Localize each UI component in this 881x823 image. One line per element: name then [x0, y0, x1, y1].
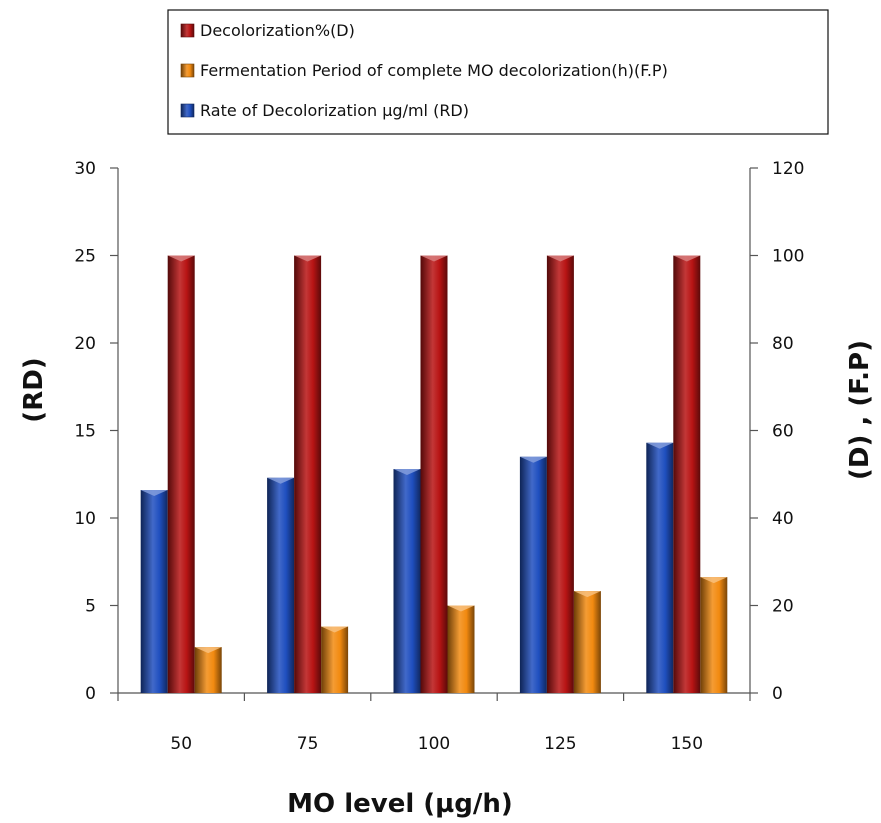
x-tick-label: 150: [671, 734, 703, 754]
bar: [194, 647, 222, 693]
bar-cap: [267, 477, 295, 484]
bar: [573, 591, 601, 693]
x-tick-label: 50: [170, 734, 192, 754]
bar: [700, 577, 728, 693]
x-axis-title: MO level (µg/h): [287, 789, 513, 819]
bar-cap: [519, 456, 547, 463]
right-y-tick-label: 120: [772, 159, 804, 179]
bar: [420, 255, 448, 693]
legend-swatch: [180, 23, 195, 38]
bar: [294, 255, 322, 693]
right-y-tick-label: 60: [772, 422, 794, 442]
bar-cap: [294, 255, 322, 262]
bar: [646, 442, 674, 693]
legend-entry: Rate of Decolorization µg/ml (RD): [200, 101, 469, 120]
bar: [140, 490, 168, 693]
bar-cap: [194, 647, 222, 654]
bar-cap: [140, 490, 168, 496]
bar: [267, 477, 295, 693]
legend-entry: Decolorization%(D): [200, 21, 355, 40]
bar: [321, 626, 349, 693]
axes: 0 5 10 15 20 25 30 0 20 40 60 80 100 120 50 75 100 125 150: [74, 159, 804, 754]
left-y-tick-label: 15: [74, 422, 96, 442]
bar: [447, 605, 475, 693]
bar: [546, 255, 574, 693]
bar: [167, 255, 195, 693]
legend-swatch: [180, 63, 195, 78]
left-y-tick-label: 25: [74, 247, 96, 267]
left-y-tick-label: 10: [74, 509, 96, 529]
bar-cap: [700, 577, 728, 584]
legend-swatch: [180, 103, 195, 118]
x-tick-label: 100: [418, 734, 450, 754]
x-tick-label: 75: [297, 734, 319, 754]
bar: [393, 469, 421, 693]
left-y-tick-label: 5: [85, 597, 96, 617]
bar: [673, 255, 701, 693]
left-y-tick-label: 0: [85, 684, 96, 704]
bar-cap: [646, 442, 674, 449]
bars: [140, 255, 728, 693]
legend-box: [167, 9, 829, 135]
right-y-tick-label: 80: [772, 334, 794, 354]
left-y-tick-label: 20: [74, 334, 96, 354]
bar-cap: [673, 255, 701, 262]
left-y-axis-title: (RD): [19, 357, 49, 422]
bar-cap: [447, 605, 475, 612]
bar-cap: [420, 255, 448, 262]
bar-cap: [321, 626, 349, 633]
x-tick-label: 125: [544, 734, 576, 754]
left-y-tick-label: 30: [74, 159, 96, 179]
right-y-tick-label: 100: [772, 247, 804, 267]
legend-entry: Fermentation Period of complete MO decol…: [200, 61, 668, 80]
right-y-axis-title: (D) , (F.P): [845, 340, 875, 480]
bar-cap: [393, 469, 421, 475]
legend: Decolorization%(D) Fermentation Period of…: [167, 9, 829, 135]
right-y-tick-label: 40: [772, 509, 794, 529]
bar-cap: [167, 255, 195, 262]
right-y-tick-label: 0: [772, 684, 783, 704]
right-y-tick-label: 20: [772, 597, 794, 617]
bar-cap: [573, 591, 601, 598]
bar-cap: [546, 255, 574, 262]
bar: [519, 456, 547, 693]
